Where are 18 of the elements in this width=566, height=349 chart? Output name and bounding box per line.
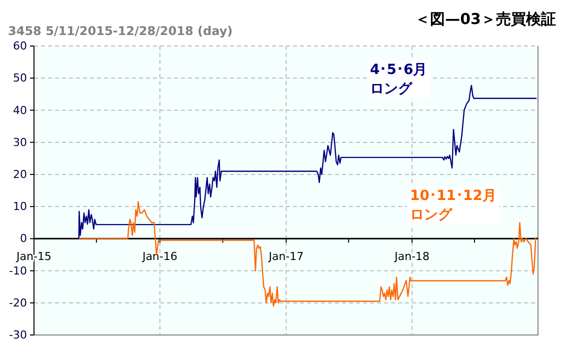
y-tick-label: -30 <box>9 328 27 342</box>
y-tick-label: -20 <box>9 296 27 310</box>
text: 4･5･6月ロング <box>370 62 428 97</box>
chart-subtitle: 3458 5/11/2015-12/28/2018 (day) <box>8 24 233 38</box>
y-tick-label: 30 <box>13 136 27 149</box>
y-tick-label: 40 <box>13 104 27 117</box>
x-tick-label: Jan-16 <box>141 250 178 263</box>
y-tick-label: 60 <box>13 40 27 53</box>
y-tick-label: 50 <box>13 72 27 85</box>
y-tick-label: 0 <box>20 232 27 246</box>
series-label: 10･11･12月ロング <box>410 188 496 223</box>
y-tick-label: -10 <box>9 264 27 278</box>
x-tick-label: Jan-17 <box>268 250 304 263</box>
chart-title: ＜図—03＞売買検証 <box>415 10 556 28</box>
y-tick-label: 20 <box>13 168 27 181</box>
y-tick-label: 10 <box>13 200 27 214</box>
x-tick-label: Jan-18 <box>394 250 430 263</box>
line-series <box>78 201 538 307</box>
